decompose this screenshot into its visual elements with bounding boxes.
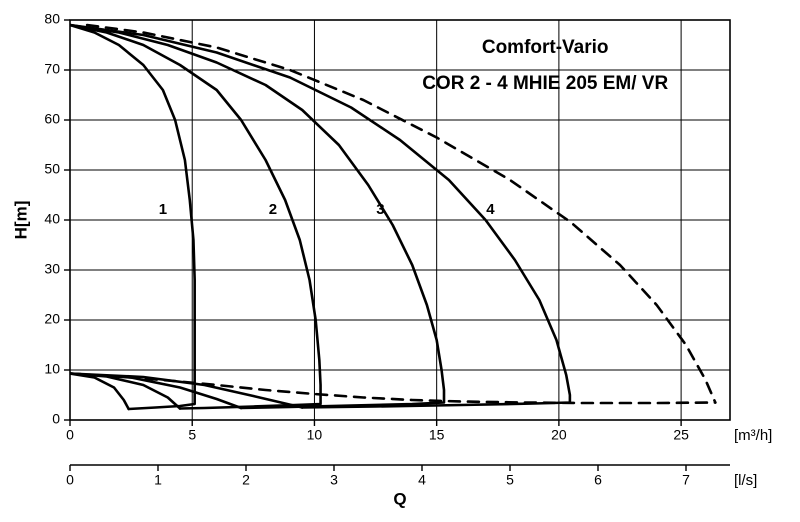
series-label: 1 bbox=[159, 201, 167, 218]
ytick-label: 40 bbox=[44, 211, 60, 227]
xtick-label-primary: 15 bbox=[429, 427, 445, 443]
series-label: 2 bbox=[269, 201, 277, 218]
ytick-label: 10 bbox=[44, 361, 60, 377]
xtick-label-secondary: 4 bbox=[418, 472, 426, 488]
xtick-label-secondary: 7 bbox=[682, 472, 690, 488]
chart-title-line1: Comfort-Vario bbox=[482, 37, 609, 58]
xtick-label-secondary: 1 bbox=[154, 472, 162, 488]
chart-bg bbox=[0, 0, 800, 522]
xtick-label-primary: 5 bbox=[188, 427, 196, 443]
xtick-label-primary: 20 bbox=[551, 427, 567, 443]
series-label: 3 bbox=[376, 201, 384, 218]
chart-title-line2: COR 2 - 4 MHIE 205 EM/ VR bbox=[422, 73, 668, 94]
y-axis-title: H[m] bbox=[11, 201, 30, 240]
pump-curve-chart: 01020304050607080H[m]0510152025[m³/h]012… bbox=[0, 0, 800, 522]
ytick-label: 80 bbox=[44, 11, 60, 27]
x-axis-title: Q bbox=[393, 489, 406, 508]
xtick-label-secondary: 3 bbox=[330, 472, 338, 488]
xtick-label-secondary: 6 bbox=[594, 472, 602, 488]
ytick-label: 50 bbox=[44, 161, 60, 177]
ytick-label: 60 bbox=[44, 111, 60, 127]
xtick-label-primary: 0 bbox=[66, 427, 74, 443]
ytick-label: 0 bbox=[52, 411, 60, 427]
xtick-label-secondary: 2 bbox=[242, 472, 250, 488]
ytick-label: 70 bbox=[44, 61, 60, 77]
series-label: 4 bbox=[486, 201, 495, 218]
x-secondary-unit: [l/s] bbox=[734, 472, 757, 489]
ytick-label: 30 bbox=[44, 261, 60, 277]
xtick-label-primary: 25 bbox=[673, 427, 689, 443]
ytick-label: 20 bbox=[44, 311, 60, 327]
xtick-label-primary: 10 bbox=[307, 427, 323, 443]
xtick-label-secondary: 5 bbox=[506, 472, 514, 488]
xtick-label-secondary: 0 bbox=[66, 472, 74, 488]
x-primary-unit: [m³/h] bbox=[734, 427, 772, 444]
